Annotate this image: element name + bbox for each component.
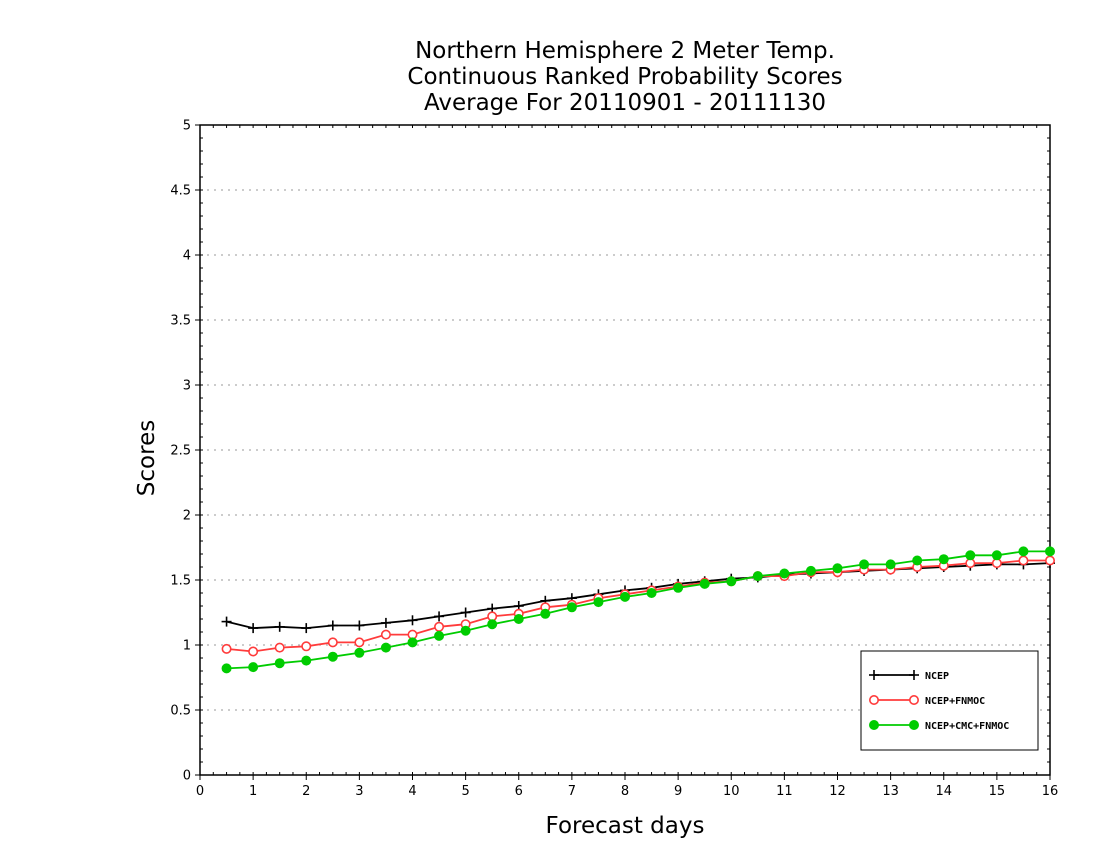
chart-title: Northern Hemisphere 2 Meter Temp. Contin… <box>407 38 842 116</box>
data-point <box>327 651 338 662</box>
x-tick-label: 12 <box>829 784 846 799</box>
x-tick-label: 16 <box>1042 784 1059 799</box>
y-tick-label: 2 <box>183 509 191 524</box>
x-tick-label: 13 <box>882 784 899 799</box>
data-point <box>673 582 684 593</box>
legend: NCEP NCEP+FNMOC NCEP+CMC+FNMOC <box>860 650 1039 751</box>
legend-swatch-marker <box>909 720 919 730</box>
data-point <box>221 663 232 674</box>
y-tick-label: 3 <box>183 379 191 394</box>
data-point <box>646 588 657 598</box>
data-point <box>699 578 710 589</box>
y-axis-title: Scores <box>134 420 160 496</box>
x-tick-label: 14 <box>935 784 952 799</box>
y-tick-label: 0.5 <box>170 704 191 719</box>
legend-swatch-marker <box>908 694 919 705</box>
data-point <box>354 647 365 658</box>
x-tick-label: 0 <box>196 784 204 799</box>
data-point <box>274 642 285 653</box>
x-tick-label: 9 <box>674 784 682 799</box>
data-point <box>354 637 365 648</box>
x-axis-title: Forecast days <box>546 813 705 839</box>
data-point <box>434 621 445 632</box>
data-point <box>460 625 471 636</box>
y-tick-label: 4.5 <box>170 184 191 199</box>
data-point <box>513 614 524 624</box>
data-point <box>859 559 870 570</box>
x-tick-label: 4 <box>408 784 416 799</box>
y-tick-label: 1 <box>183 639 191 654</box>
y-tick-label: 3.5 <box>170 314 191 329</box>
data-point <box>380 629 391 640</box>
data-point <box>566 602 577 613</box>
x-tick-label: 3 <box>355 784 363 799</box>
data-point <box>327 637 338 648</box>
series-1 <box>221 555 1056 657</box>
y-tick-label: 0 <box>183 769 191 784</box>
data-point <box>593 597 604 608</box>
data-point <box>301 641 312 652</box>
data-point <box>752 571 763 582</box>
data-point <box>965 550 976 561</box>
legend-label: NCEP <box>925 671 949 682</box>
y-tick-label: 5 <box>183 119 191 134</box>
x-tick-label: 5 <box>461 784 469 799</box>
data-point <box>540 608 551 619</box>
series-line <box>226 559 1050 653</box>
data-point <box>274 658 285 669</box>
data-point <box>726 576 737 587</box>
data-point <box>1045 546 1055 557</box>
gridlines <box>200 189 1050 711</box>
data-point <box>487 619 498 630</box>
data-point <box>805 565 816 576</box>
chart-title-line-3: Average For 20110901 - 20111130 <box>424 90 826 116</box>
data-point <box>221 643 232 654</box>
x-tick-label: 11 <box>776 784 793 799</box>
y-tick-label: 4 <box>183 249 191 264</box>
x-tick-label: 8 <box>621 784 629 799</box>
x-tick-label: 7 <box>568 784 576 799</box>
data-point <box>248 662 259 673</box>
chart-title-line-2: Continuous Ranked Probability Scores <box>407 64 842 90</box>
x-tick-label: 15 <box>989 784 1006 799</box>
x-tick-label: 1 <box>249 784 257 799</box>
series-2 <box>221 546 1055 674</box>
axes: 00.511.522.533.544.550 1 2 3 4 5 6 7 8 9 10 11 12 13 1… <box>170 119 1058 800</box>
y-tick-label: 2.5 <box>170 444 191 459</box>
data-point <box>434 630 445 641</box>
data-point <box>620 591 630 602</box>
data-point <box>1045 555 1056 566</box>
legend-label: NCEP+FNMOC <box>925 696 985 707</box>
data-point <box>301 655 312 666</box>
data-point <box>1018 546 1029 557</box>
data-point <box>938 554 949 565</box>
data-point <box>248 646 259 657</box>
data-point <box>885 559 896 570</box>
plot-frame <box>199 124 1051 776</box>
x-tick-label: 2 <box>302 784 310 799</box>
legend-swatch-marker <box>869 720 879 730</box>
x-tick-label: 10 <box>723 784 740 799</box>
series-plot-area <box>221 546 1056 674</box>
data-point <box>832 563 843 574</box>
data-point <box>991 550 1002 561</box>
legend-label: NCEP+CMC+FNMOC <box>925 721 1009 732</box>
y-tick-label: 1.5 <box>170 574 191 589</box>
legend-swatch-marker <box>868 694 879 705</box>
data-point <box>407 637 418 648</box>
data-point <box>1018 555 1029 566</box>
data-point <box>779 568 790 579</box>
data-point <box>380 642 391 653</box>
x-tick-label: 6 <box>515 784 523 799</box>
data-point <box>912 555 923 566</box>
chart-title-line-1: Northern Hemisphere 2 Meter Temp. <box>415 38 835 64</box>
